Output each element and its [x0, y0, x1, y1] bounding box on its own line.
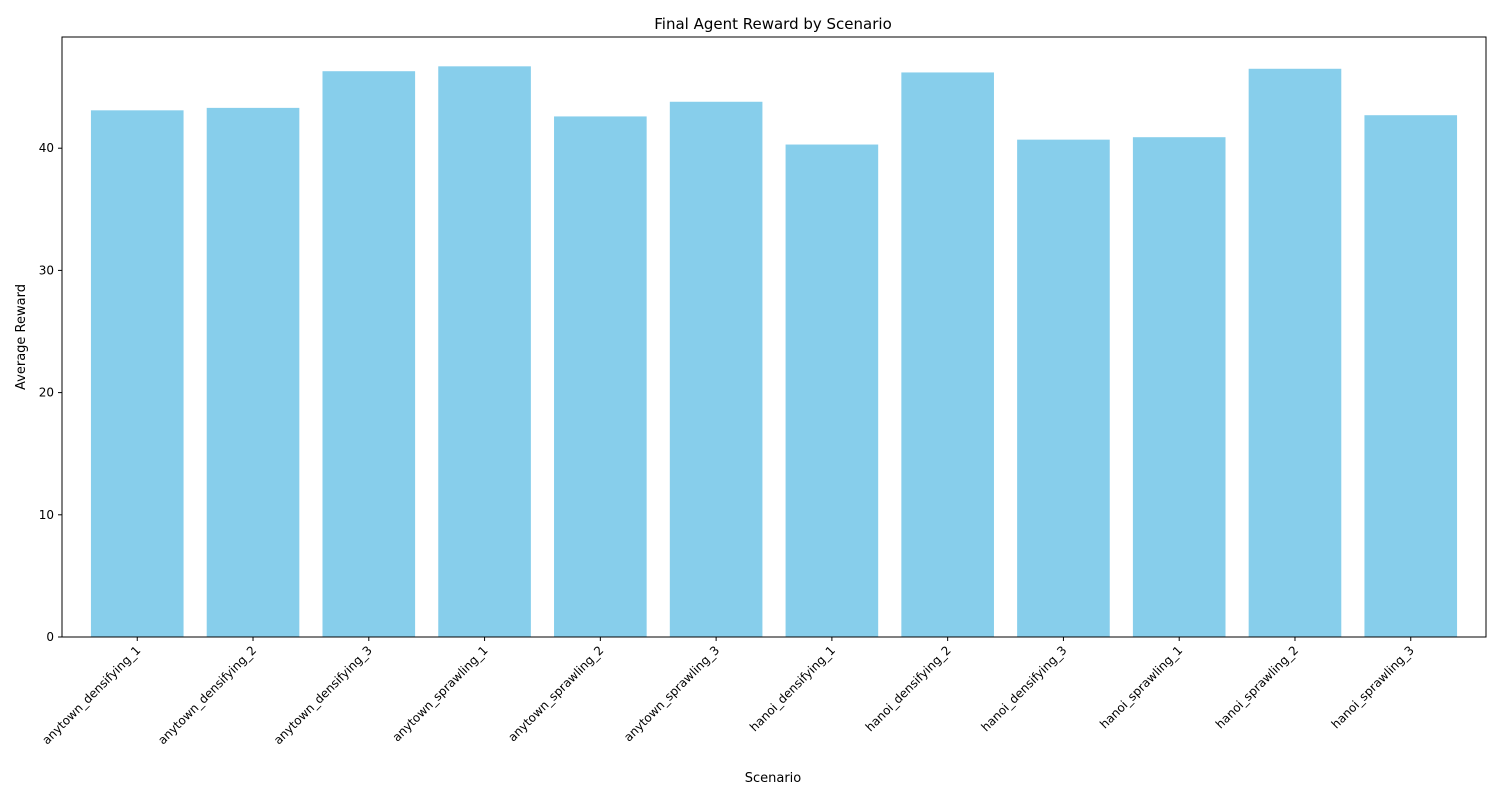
y-axis-label: Average Reward [14, 284, 29, 390]
x-tick-label: anytown_densifying_1 [39, 643, 143, 747]
y-tick-label: 40 [39, 141, 54, 155]
chart-title: Final Agent Reward by Scenario [654, 15, 892, 33]
bar-anytown_densifying_1 [90, 110, 184, 637]
y-tick-label: 10 [39, 508, 54, 522]
bar-hanoi_densifying_1 [785, 144, 879, 637]
x-tick-label: hanoi_densifying_3 [979, 643, 1070, 734]
bar-hanoi_densifying_3 [1017, 139, 1110, 638]
bar-anytown_sprawling_3 [669, 101, 763, 637]
x-tick-label: hanoi_sprawling_2 [1213, 643, 1301, 731]
bar-anytown_sprawling_2 [554, 116, 647, 637]
x-axis-label: Scenario [745, 771, 802, 786]
y-tick-label: 0 [46, 630, 54, 644]
plot-frame [61, 36, 1487, 638]
bar-anytown_sprawling_1 [438, 66, 531, 638]
y-tick-label: 20 [39, 386, 54, 400]
bar-hanoi_sprawling_3 [1364, 115, 1458, 637]
x-axis-ticks: anytown_densifying_1 anytown_densifying_2… [39, 637, 1417, 747]
x-tick-label: hanoi_sprawling_1 [1097, 643, 1185, 731]
y-axis-ticks: 0 10 20 30 40 [39, 141, 62, 644]
x-tick-label: anytown_sprawling_2 [505, 643, 606, 744]
x-tick-label: hanoi_sprawling_3 [1329, 643, 1417, 731]
x-tick-label: anytown_densifying_2 [155, 643, 259, 747]
bar-anytown_densifying_3 [322, 71, 416, 638]
y-tick-label: 30 [39, 263, 54, 277]
bar-hanoi_sprawling_1 [1132, 137, 1226, 637]
bar-anytown_densifying_2 [206, 107, 300, 638]
x-tick-label: anytown_sprawling_1 [390, 643, 491, 744]
x-tick-label: anytown_sprawling_3 [621, 643, 722, 744]
bar-hanoi_sprawling_2 [1248, 68, 1342, 637]
bar-hanoi_densifying_2 [901, 72, 994, 638]
x-tick-label: hanoi_densifying_1 [747, 643, 838, 734]
x-tick-label: hanoi_densifying_2 [863, 643, 954, 734]
x-tick-label: anytown_densifying_3 [271, 643, 375, 747]
bars-group [90, 66, 1458, 638]
